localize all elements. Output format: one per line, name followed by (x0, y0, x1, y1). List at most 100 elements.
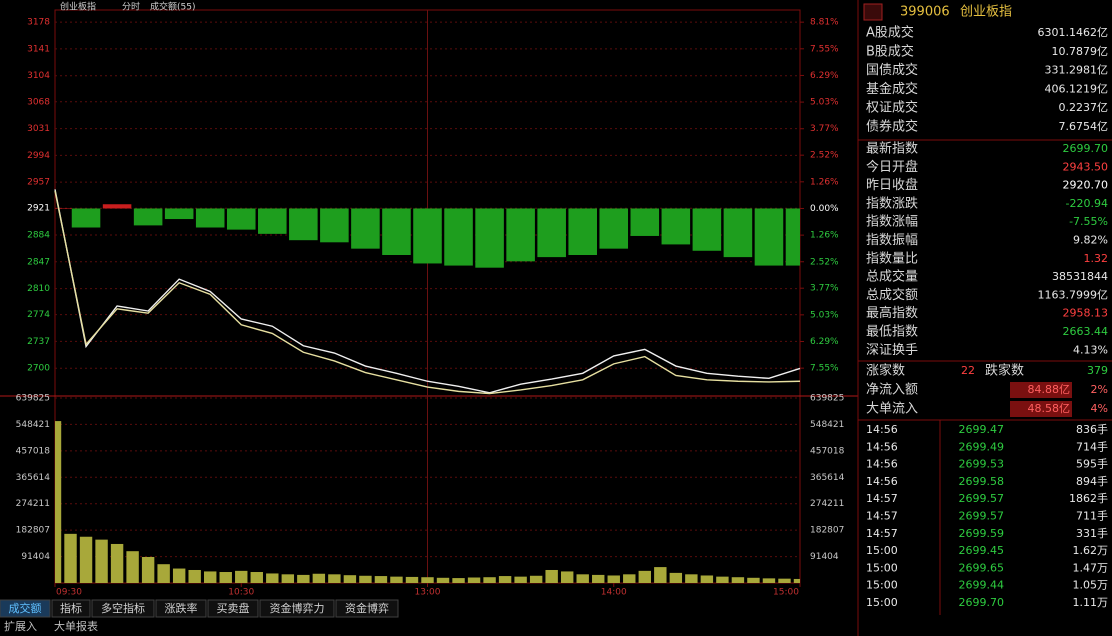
y-tick-label: 2921 (27, 204, 50, 214)
tab-label[interactable]: 涨跌率 (165, 601, 198, 615)
stat-label: 总成交额 (866, 287, 918, 303)
y2-tick-label: 7.55% (810, 44, 839, 54)
breadth-bar (723, 208, 753, 258)
y-tick-label: 2884 (27, 230, 50, 240)
stat-value: -220.94 (1066, 197, 1108, 210)
tab-label[interactable]: 资金博弈 (345, 601, 389, 615)
tick-time: 14:56 (866, 423, 898, 436)
tick-price: 2699.59 (959, 527, 1005, 540)
tab-label[interactable]: 资金博弈力 (270, 601, 325, 615)
volume-bar (405, 576, 419, 583)
y-tick-label: 365614 (16, 473, 51, 483)
volume-bar (188, 569, 201, 583)
panel-icon (863, 3, 883, 21)
volume-bar (343, 575, 357, 583)
y-tick-label-right: 182807 (810, 526, 844, 536)
y-tick-label: 3104 (27, 71, 50, 81)
y2-tick-label: 0.00% (810, 204, 839, 214)
stat-label: 总成交量 (866, 269, 918, 285)
flow-label: 大单流入 (866, 402, 918, 417)
tab[interactable] (155, 599, 207, 618)
breadth-bar (351, 208, 380, 249)
flow-label: 净流入额 (866, 383, 918, 398)
stat-value: 1.32 (1084, 252, 1109, 265)
y-tick-label: 3178 (27, 18, 50, 28)
y2-tick-label: 2.52% (810, 257, 839, 267)
volume-bar (204, 571, 217, 583)
stat-label: 指数涨幅 (866, 215, 918, 230)
volume-bar (297, 574, 310, 583)
breadth-bar (568, 208, 597, 255)
volume-bar (421, 577, 434, 583)
tick-price: 2699.65 (959, 561, 1005, 574)
breadth-bar (506, 208, 535, 262)
tab-label[interactable]: 成交额 (9, 601, 42, 615)
tick-price: 2699.45 (959, 544, 1005, 557)
volume-bar (762, 578, 776, 583)
tab-label[interactable]: 多空指标 (101, 601, 145, 615)
y-tick-label: 457018 (16, 446, 51, 456)
breadth-bar (444, 208, 473, 266)
y-tick-label-right: 457018 (810, 446, 845, 456)
stat-label: 最高指数 (866, 305, 918, 321)
footer-item[interactable]: 扩展入 (4, 619, 37, 633)
tab[interactable] (91, 599, 155, 618)
footer-item[interactable]: 大单报表 (54, 619, 98, 633)
tick-volume: 711手 (1076, 509, 1108, 523)
y-tick-label-right: 91404 (810, 552, 839, 562)
volume-bar (623, 574, 636, 583)
tab-label[interactable]: 指标 (60, 601, 82, 615)
volume-bar (328, 574, 341, 583)
tick-volume: 1.05万 (1073, 579, 1109, 592)
breadth-bar (320, 208, 349, 243)
volume-bar (55, 421, 62, 583)
volume-bar (638, 570, 651, 583)
tab[interactable] (207, 599, 259, 618)
volume-bar (514, 576, 527, 583)
chart-subtitle: 分时 (122, 1, 140, 13)
chart-note: 成交额(55) (150, 1, 195, 13)
tick-volume: 894手 (1076, 474, 1108, 488)
y2-tick-label: 2.52% (810, 151, 839, 161)
y-tick-label: 548421 (16, 420, 50, 430)
tab[interactable] (51, 599, 91, 618)
breadth-bar (226, 208, 256, 230)
volume-bar (467, 577, 481, 583)
volume-bar (654, 567, 667, 583)
tab-label[interactable]: 买卖盘 (217, 601, 250, 615)
breadth-bar (537, 208, 566, 258)
volume-bar (716, 576, 729, 583)
stat-value: 331.2981亿 (1045, 64, 1109, 77)
tick-time: 15:00 (866, 561, 898, 574)
tab[interactable] (259, 599, 335, 618)
y-tick-label: 182807 (16, 526, 50, 536)
volume-bar (219, 572, 232, 583)
panel-name: 创业板指 (960, 5, 1012, 20)
volume-bar (436, 577, 450, 583)
tick-time: 14:57 (866, 527, 898, 540)
tick-time: 15:00 (866, 579, 898, 592)
breadth-bar (630, 208, 660, 236)
y-tick-label: 2774 (27, 310, 50, 320)
stat-label: 指数涨跌 (866, 195, 918, 211)
tab[interactable] (335, 599, 399, 618)
volume-bar (79, 536, 93, 583)
y-tick-label: 2847 (27, 257, 50, 267)
y-tick-label: 274211 (16, 499, 50, 509)
up-count: 22 (961, 364, 975, 377)
tab[interactable] (0, 599, 51, 618)
flow-pct: 2% (1091, 383, 1108, 396)
tick-price: 2699.53 (959, 458, 1005, 471)
tick-time: 14:56 (866, 440, 898, 453)
stat-label: A股成交 (866, 25, 914, 41)
breadth-bar (599, 208, 629, 249)
stat-label: B股成交 (866, 43, 914, 59)
stat-label: 昨日收盘 (866, 177, 918, 193)
tick-price: 2699.44 (959, 579, 1005, 592)
tick-volume: 331手 (1076, 526, 1108, 540)
volume-bar (700, 575, 714, 583)
y-tick-label: 3031 (27, 124, 50, 134)
flow-pct: 4% (1091, 402, 1108, 415)
